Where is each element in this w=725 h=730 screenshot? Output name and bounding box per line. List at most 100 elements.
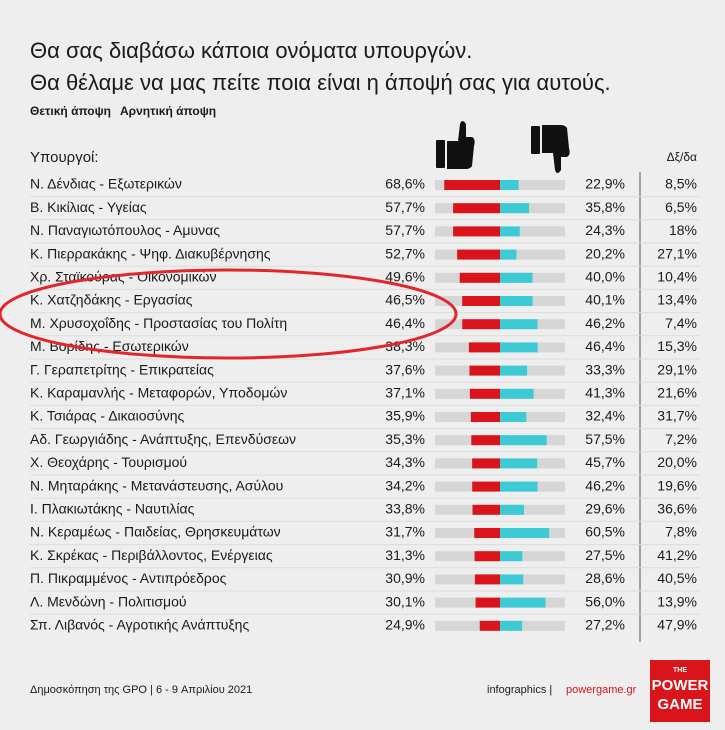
bar-positive [453,226,500,237]
bar-positive [459,272,500,283]
category-label: Β. Κικίλιας - Υγείας [30,199,147,215]
value-label: 56,0% [585,593,625,609]
value-label: 13,4% [657,292,697,308]
category-label: Κ. Πιερρακάκης - Ψηφ. Διακυβέρνησης [30,245,271,261]
value-label: 10,4% [657,269,697,285]
value-label: 60,5% [585,524,625,540]
value-label: 33,8% [385,501,425,517]
bar-negative [500,412,527,422]
footer-credit: infographics | [487,684,552,696]
value-label: 46,2% [585,477,625,493]
category-label: Ι. Πλακιωτάκης - Ναυτιλίας [30,501,195,517]
value-label: 29,1% [657,361,697,377]
value-label: 41,2% [657,547,697,563]
bar-negative [500,435,547,446]
bar-negative [500,528,550,538]
category-label: Χ. Θεοχάρης - Τουρισμού [30,454,187,470]
logo-text: GAME [658,696,703,713]
bar-negative [500,388,534,399]
value-label: 20,2% [585,245,625,261]
bar-positive [457,249,500,260]
value-label: 34,2% [385,477,425,493]
bar-positive [444,180,500,190]
bar-positive [479,620,500,631]
bar-positive [472,458,500,469]
value-label: 13,9% [657,593,697,609]
bar-negative [500,272,533,283]
value-label: 27,1% [657,245,697,261]
value-label: 57,7% [385,199,425,215]
value-label: 8,5% [665,176,697,192]
bar-negative [500,342,538,353]
value-label: 15,3% [657,338,697,354]
value-label: 35,9% [385,408,425,424]
value-label: 27,5% [585,547,625,563]
bar-negative [500,574,524,585]
value-label: 30,1% [385,593,425,609]
value-label: 47,9% [657,617,697,633]
bar-positive [471,435,500,446]
value-label: 41,3% [585,385,625,401]
category-label: Π. Πικραμμένος - Αντιπρόεδρος [30,570,227,586]
value-label: 46,2% [585,315,625,331]
value-label: 6,5% [665,199,697,215]
value-label: 57,5% [585,431,625,447]
value-label: 38,3% [385,338,425,354]
category-label: Ν. Παναγιωτόπουλος - Αμυνας [30,222,220,238]
value-label: 40,0% [585,269,625,285]
bar-negative [500,504,525,515]
value-label: 29,6% [585,501,625,517]
value-label: 21,6% [657,385,697,401]
category-label: Κ. Σκρέκας - Περιβάλλοντος, Ενέργειας [30,547,273,563]
value-label: 19,6% [657,477,697,493]
bar-negative [500,597,546,608]
bar-positive [472,504,500,515]
category-label: Μ. Βορίδης - Εσωτερικών [30,338,189,354]
thumbs-up-icon [436,121,475,169]
category-label: Ν. Κεραμέως - Παιδείας, Θρησκευμάτων [30,524,281,540]
bar-negative [500,180,519,190]
value-label: 45,7% [585,454,625,470]
value-label: 7,2% [665,431,697,447]
category-header: Υπουργοί: [30,149,99,166]
subtitle: Θα θέλαμε να μας πείτε ποια είναι η άποψ… [30,70,611,95]
value-label: 37,6% [385,361,425,377]
value-label: 7,4% [665,315,697,331]
value-label: 24,3% [585,222,625,238]
category-label: Λ. Μενδώνη - Πολιτισμού [30,593,187,609]
value-label: 22,9% [585,176,625,192]
bar-positive [475,597,500,608]
value-label: 31,7% [385,524,425,540]
legend-label: Αρνητική άποψη [120,104,216,118]
value-label: 35,8% [585,199,625,215]
value-label: 27,2% [585,617,625,633]
value-label: 46,4% [585,338,625,354]
bar-negative [500,551,523,562]
bar-negative [500,249,517,260]
value-label: 31,3% [385,547,425,563]
value-label: 49,6% [385,269,425,285]
bar-negative [500,458,538,469]
value-label: 18% [669,222,697,238]
value-label: 24,9% [385,617,425,633]
logo-text: POWER [652,677,709,694]
category-label: Σπ. Λιβανός - Αγροτικής Ανάπτυξης [30,617,249,633]
column-header: Δξ/δα [667,150,697,164]
bar-positive [469,365,500,376]
bar-negative [500,365,528,376]
title: Θα σας διαβάσω κάποια ονόματα υπουργών. [30,38,472,63]
bar-positive [462,296,500,306]
bar-negative [500,620,523,631]
bar-positive [474,574,500,585]
bar-positive [453,203,500,214]
value-label: 37,1% [385,385,425,401]
value-label: 33,3% [585,361,625,377]
category-label: Κ. Καραμανλής - Μεταφορών, Υποδομών [30,385,287,401]
value-label: 46,5% [385,292,425,308]
category-label: Κ. Τσιάρας - Δικαιοσύνης [30,408,185,424]
bar-positive [469,388,500,399]
value-label: 40,1% [585,292,625,308]
bar-negative [500,319,538,330]
value-label: 31,7% [657,408,697,424]
value-label: 36,6% [657,501,697,517]
